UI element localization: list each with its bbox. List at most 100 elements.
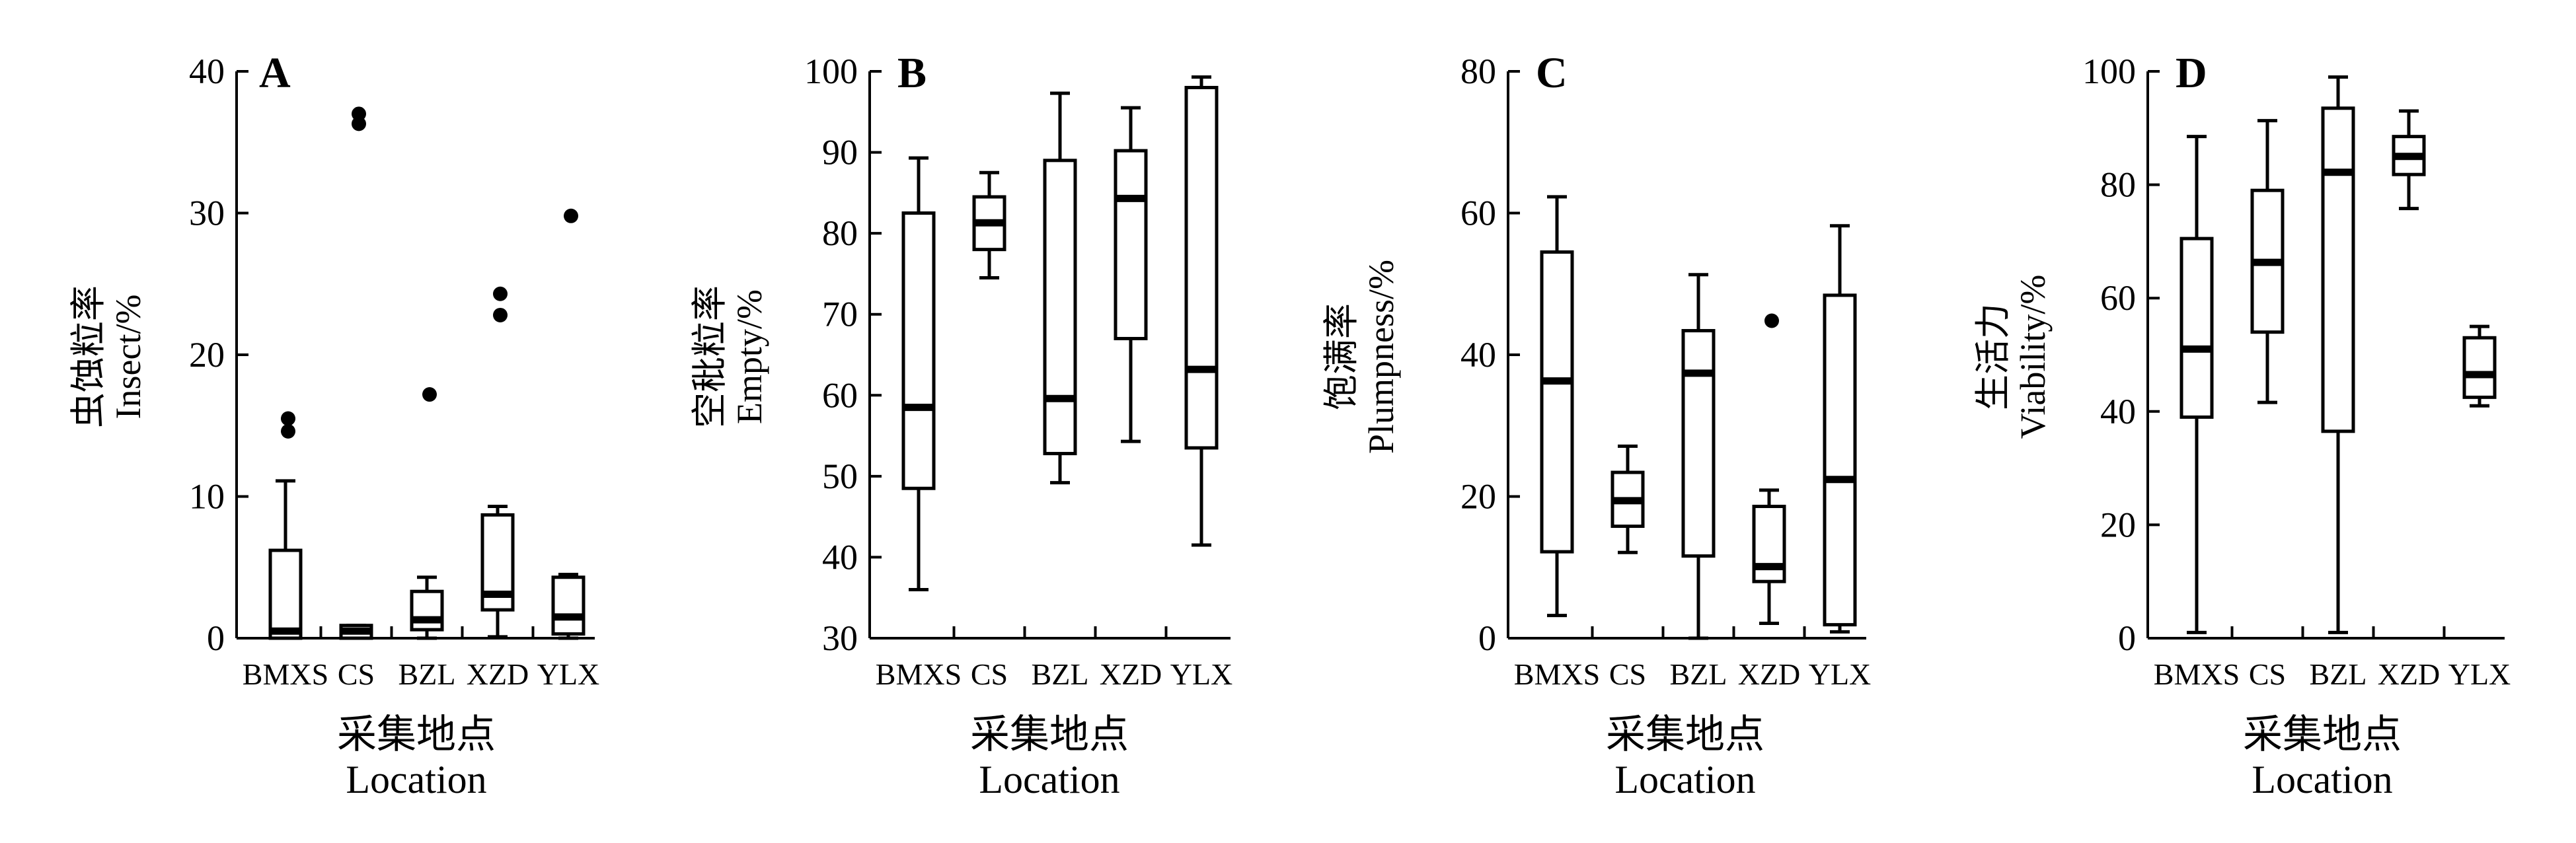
- x-tick-label: BMXS: [2154, 657, 2240, 691]
- box-iqr: [410, 589, 444, 632]
- outlier-point: [352, 116, 366, 131]
- box-iqr: [551, 575, 586, 636]
- x-axis-label-en: Location: [979, 758, 1119, 801]
- box-iqr: [1184, 86, 1219, 450]
- y-tick-label: 0: [2118, 618, 2136, 658]
- box-xzd: [480, 505, 515, 639]
- y-axis-label-en: Plumpness/%: [1361, 260, 1401, 454]
- box-xzd: [1752, 488, 1786, 625]
- plot-area: 0 10 20 30 40 BMXS CS BZL XZD YLX: [189, 52, 599, 691]
- outlier-point: [281, 411, 295, 426]
- plot-area: 0 20 40 60 80 100 BMXS CS BZL XZD YLX: [2082, 52, 2511, 691]
- x-tick-label: YLX: [1809, 657, 1872, 691]
- box-cs: [1610, 444, 1645, 554]
- y-tick-label: 60: [822, 375, 858, 415]
- y-axis-label-en: Insect/%: [108, 295, 148, 420]
- y-tick-label: 100: [2082, 52, 2136, 91]
- y-tick-label: 30: [189, 194, 225, 233]
- box-iqr: [1043, 159, 1077, 456]
- x-tick-label: CS: [971, 657, 1008, 691]
- box-iqr: [2462, 336, 2497, 399]
- outlier-point: [564, 208, 578, 223]
- y-tick-label: 70: [822, 295, 858, 334]
- x-tick-label: XZD: [1738, 657, 1801, 691]
- y-tick-label: 40: [189, 52, 225, 91]
- y-tick-label: 40: [1460, 335, 1496, 375]
- x-tick-label: BZL: [1670, 657, 1727, 691]
- x-axis-label-en: Location: [1614, 758, 1755, 801]
- y-tick-label: 40: [2100, 392, 2136, 431]
- x-axis-label-cn: 采集地点: [1606, 713, 1764, 756]
- y-tick-label: 20: [1460, 477, 1496, 517]
- y-tick-label: 60: [2100, 278, 2136, 318]
- box-bzl: [1681, 273, 1716, 640]
- box-iqr: [2321, 106, 2355, 433]
- y-tick-label: 10: [189, 477, 225, 517]
- y-tick-label: 90: [822, 133, 858, 172]
- box-bmxs: [2179, 135, 2214, 634]
- box-cs: [972, 170, 1006, 280]
- panel-label: B: [897, 49, 927, 97]
- x-tick-label: YLX: [1170, 657, 1233, 691]
- box-ylx: [2462, 324, 2497, 408]
- box-ylx: [1184, 75, 1219, 547]
- x-axis-label-cn: 采集地点: [2243, 713, 2402, 756]
- x-tick-label: BZL: [398, 657, 456, 691]
- box-cs: [339, 624, 373, 640]
- y-tick-label: 60: [1460, 194, 1496, 233]
- box-ylx: [1823, 224, 1857, 634]
- box-bmxs: [901, 156, 936, 591]
- y-tick-label: 80: [1460, 52, 1496, 91]
- y-tick-label: 50: [822, 457, 858, 496]
- x-tick-label: CS: [2249, 657, 2286, 691]
- outlier-point: [493, 286, 508, 301]
- box-bzl: [410, 575, 444, 640]
- y-axis-label-en: Viability/%: [2013, 275, 2053, 439]
- box-bzl: [2321, 75, 2355, 634]
- y-tick-label: 0: [207, 618, 225, 658]
- y-tick-label: 40: [822, 537, 858, 577]
- x-tick-label: YLX: [537, 657, 600, 691]
- y-tick-label: 20: [2100, 505, 2136, 544]
- x-tick-label: XZD: [2378, 657, 2441, 691]
- x-tick-label: CS: [1609, 657, 1646, 691]
- x-tick-label: BMXS: [243, 657, 328, 691]
- y-axis-label-cn: 空秕粒率: [690, 285, 730, 428]
- panel-label: C: [1536, 49, 1568, 97]
- x-axis-label-cn: 采集地点: [970, 713, 1129, 756]
- panel-c: C 饱满率 Plumpness/% 采集地点 Location 0 20 40 60 8…: [1322, 49, 1871, 801]
- x-axis-label-en: Location: [2252, 758, 2392, 801]
- box-bmxs: [1540, 195, 1574, 618]
- box-iqr: [1114, 149, 1148, 340]
- outlier-point: [493, 307, 508, 322]
- box-iqr: [268, 548, 303, 640]
- x-tick-label: BMXS: [876, 657, 962, 691]
- y-tick-label: 30: [822, 618, 858, 658]
- box-iqr: [1681, 329, 1716, 558]
- plot-area: 0 20 40 60 80 BMXS CS BZL XZD YLX: [1460, 52, 1871, 691]
- y-tick-label: 20: [189, 335, 225, 375]
- y-axis-label-en: Empty/%: [730, 289, 769, 424]
- panel-d: D 生活力 Viability/% 采集地点 Location 0 20 40 60 8…: [1973, 49, 2511, 801]
- y-tick-label: 80: [2100, 165, 2136, 205]
- panel-label: D: [2176, 49, 2207, 97]
- box-iqr: [1823, 293, 1857, 627]
- y-tick-label: 80: [822, 213, 858, 253]
- outlier-point: [422, 387, 437, 402]
- x-tick-label: XZD: [467, 657, 529, 691]
- panel-b: B 空秕粒率 Empty/% 采集地点 Location 30 40 50 60 70 8…: [690, 49, 1232, 801]
- x-tick-label: CS: [338, 657, 375, 691]
- x-tick-label: XZD: [1100, 657, 1162, 691]
- outlier-point: [1764, 313, 1779, 328]
- panel-a: A 虫蚀粒率 Insect/% 采集地点 Location 0 10 20 30 40 B…: [69, 49, 599, 801]
- box-iqr: [2179, 237, 2214, 419]
- box-cs: [2250, 119, 2285, 404]
- x-axis-label-en: Location: [346, 758, 486, 801]
- y-axis-label-cn: 饱满率: [1322, 303, 1361, 410]
- x-tick-label: BZL: [1032, 657, 1089, 691]
- box-iqr: [1540, 250, 1574, 554]
- y-tick-label: 0: [1478, 618, 1496, 658]
- box-iqr: [901, 211, 936, 490]
- plot-area: 30 40 50 60 70 80 90 100 BMXS CS BZL XZD YLX: [804, 52, 1232, 691]
